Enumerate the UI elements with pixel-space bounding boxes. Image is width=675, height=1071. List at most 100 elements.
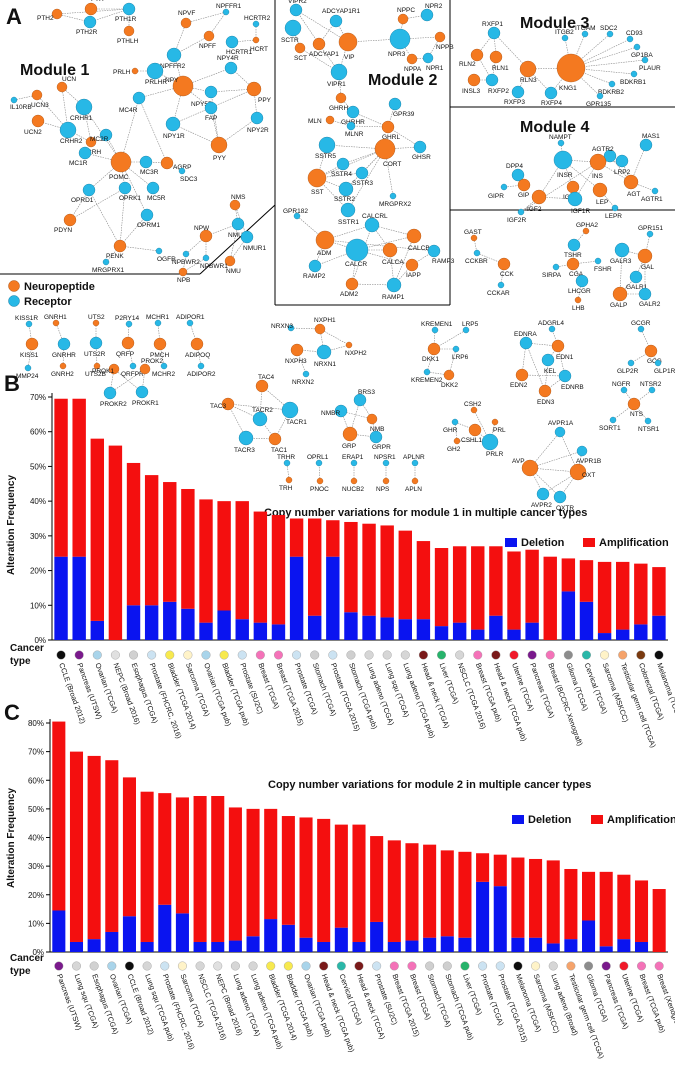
amplification-bar <box>334 824 348 928</box>
cancer-type-dot <box>473 650 483 660</box>
node-label: NXPH3 <box>285 358 307 365</box>
interaction-edge <box>399 36 441 40</box>
cancer-type-dot <box>107 961 117 971</box>
node-label: ERAP1 <box>342 454 364 461</box>
interaction-edge <box>520 161 599 213</box>
interaction-edge <box>489 421 496 443</box>
node-sst: SST <box>307 168 327 196</box>
network-panel: A Module 1 Module 2 Module 3 Module 4 PT… <box>0 0 675 512</box>
receptor-node <box>25 320 33 328</box>
node-itgb2: ITGB2 <box>555 29 574 42</box>
node-label: LEP <box>596 199 608 206</box>
receptor-node <box>497 281 505 289</box>
neuropeptide-node <box>405 258 419 272</box>
neuropeptide-node <box>190 337 204 351</box>
receptor-node <box>222 8 230 16</box>
node-npsr1: NPSR1 <box>374 454 396 467</box>
node-label: ADCYAP1 <box>309 51 339 58</box>
interaction-edge <box>529 467 561 498</box>
chart-b-ylabel: Alteration Frequency <box>6 475 17 575</box>
node-vipr1: VIPR1 <box>327 63 348 88</box>
node-label: PTH2 <box>37 15 54 22</box>
node-label: GALR1 <box>626 284 648 291</box>
cancer-type-dot <box>455 650 465 660</box>
interaction-edge <box>295 9 349 43</box>
interaction-edge <box>119 214 148 247</box>
node-ghr: GHR <box>443 418 459 434</box>
interaction-edge <box>119 187 126 247</box>
node-label: LRP6 <box>452 354 469 361</box>
node-adcyap1r1: ADCYAP1R1 <box>322 8 361 28</box>
node-tac1: TAC1 <box>268 432 288 454</box>
node-label: GHSR <box>412 154 431 161</box>
chart-b-row-label-1: Cancer <box>10 643 44 654</box>
node-pomc: POMC <box>109 151 132 181</box>
neuropeptide-node <box>85 136 97 148</box>
node-nrxn3: NRXN3 <box>271 323 295 332</box>
node-nmbr: NMBR <box>321 404 348 418</box>
node-label: CALCR <box>345 261 367 268</box>
receptor-node <box>289 3 303 17</box>
cancer-type-dot <box>382 650 392 660</box>
deletion-bar <box>564 939 578 952</box>
amplification-bar <box>253 511 268 623</box>
amplification-bar <box>489 546 503 616</box>
node-label: MC3R <box>140 169 159 176</box>
amplification-legend-label: Amplification <box>599 537 669 549</box>
interaction-edge <box>172 88 255 125</box>
receptor-node <box>594 257 602 265</box>
node-label: NMUR2 <box>228 232 251 239</box>
amplification-bar <box>579 560 594 602</box>
node-label: RLN1 <box>492 65 509 72</box>
deletion-bar <box>579 601 594 640</box>
receptor-node <box>541 353 555 367</box>
node-label: CRHR1 <box>70 115 93 122</box>
node-label: NPY <box>165 77 179 84</box>
node-label: NXPH2 <box>345 350 367 357</box>
node-rxfp3: RXFP3 <box>504 85 525 106</box>
node-label: NPY5R <box>191 101 213 108</box>
node-rln2: RLN2 <box>459 48 484 68</box>
cancer-type-dot <box>142 961 152 971</box>
receptor-legend-swatch <box>8 295 20 307</box>
receptor-node <box>481 433 499 451</box>
receptor-node <box>554 426 566 438</box>
deletion-bar <box>69 941 84 952</box>
node-label: SSTR4 <box>331 171 352 178</box>
node-adcyap1: ADCYAP1 <box>309 37 339 58</box>
neuropeptide-node <box>350 477 358 485</box>
amplification-bar <box>529 858 543 938</box>
node-igf2r: IGF2R <box>507 208 526 224</box>
node-label: APLNR <box>403 454 425 461</box>
node-insr: INSR <box>553 150 573 179</box>
node-label: IGF2R <box>507 217 526 224</box>
neuropeptide-node <box>255 379 269 393</box>
deletion-bar <box>72 556 86 640</box>
cancer-type-dot <box>491 650 501 660</box>
deletion-bar <box>582 920 596 952</box>
chart-c-title: Copy number variations for module 2 in m… <box>268 779 591 791</box>
node-gp1ba: GP1BA <box>631 43 653 59</box>
interaction-edge <box>349 433 377 438</box>
receptor-node <box>89 336 103 350</box>
receptor-node <box>346 105 360 119</box>
neuropeptide-node <box>411 477 419 485</box>
neuropeptide-node <box>551 339 565 353</box>
deletion-bar <box>253 622 268 640</box>
neuropeptide-node <box>515 368 529 382</box>
node-adipor2: ADIPOR2 <box>187 362 216 378</box>
receptor-node <box>648 386 656 394</box>
node-aplnr: APLNR <box>403 454 425 467</box>
cancer-type-dot <box>71 961 81 971</box>
receptor-node <box>388 97 402 111</box>
node-label: NTS <box>630 411 644 418</box>
deletion-bar <box>140 941 154 952</box>
chart-c-legend: Deletion Amplification <box>512 814 675 826</box>
node-label: UTS2R <box>84 351 106 358</box>
node-label: CORT <box>383 161 401 168</box>
amplification-bar <box>546 860 560 944</box>
node-label: UTS2 <box>88 314 105 321</box>
receptor-node <box>511 85 525 99</box>
receptor-node <box>186 319 194 327</box>
node-label: PRLH <box>113 69 131 76</box>
